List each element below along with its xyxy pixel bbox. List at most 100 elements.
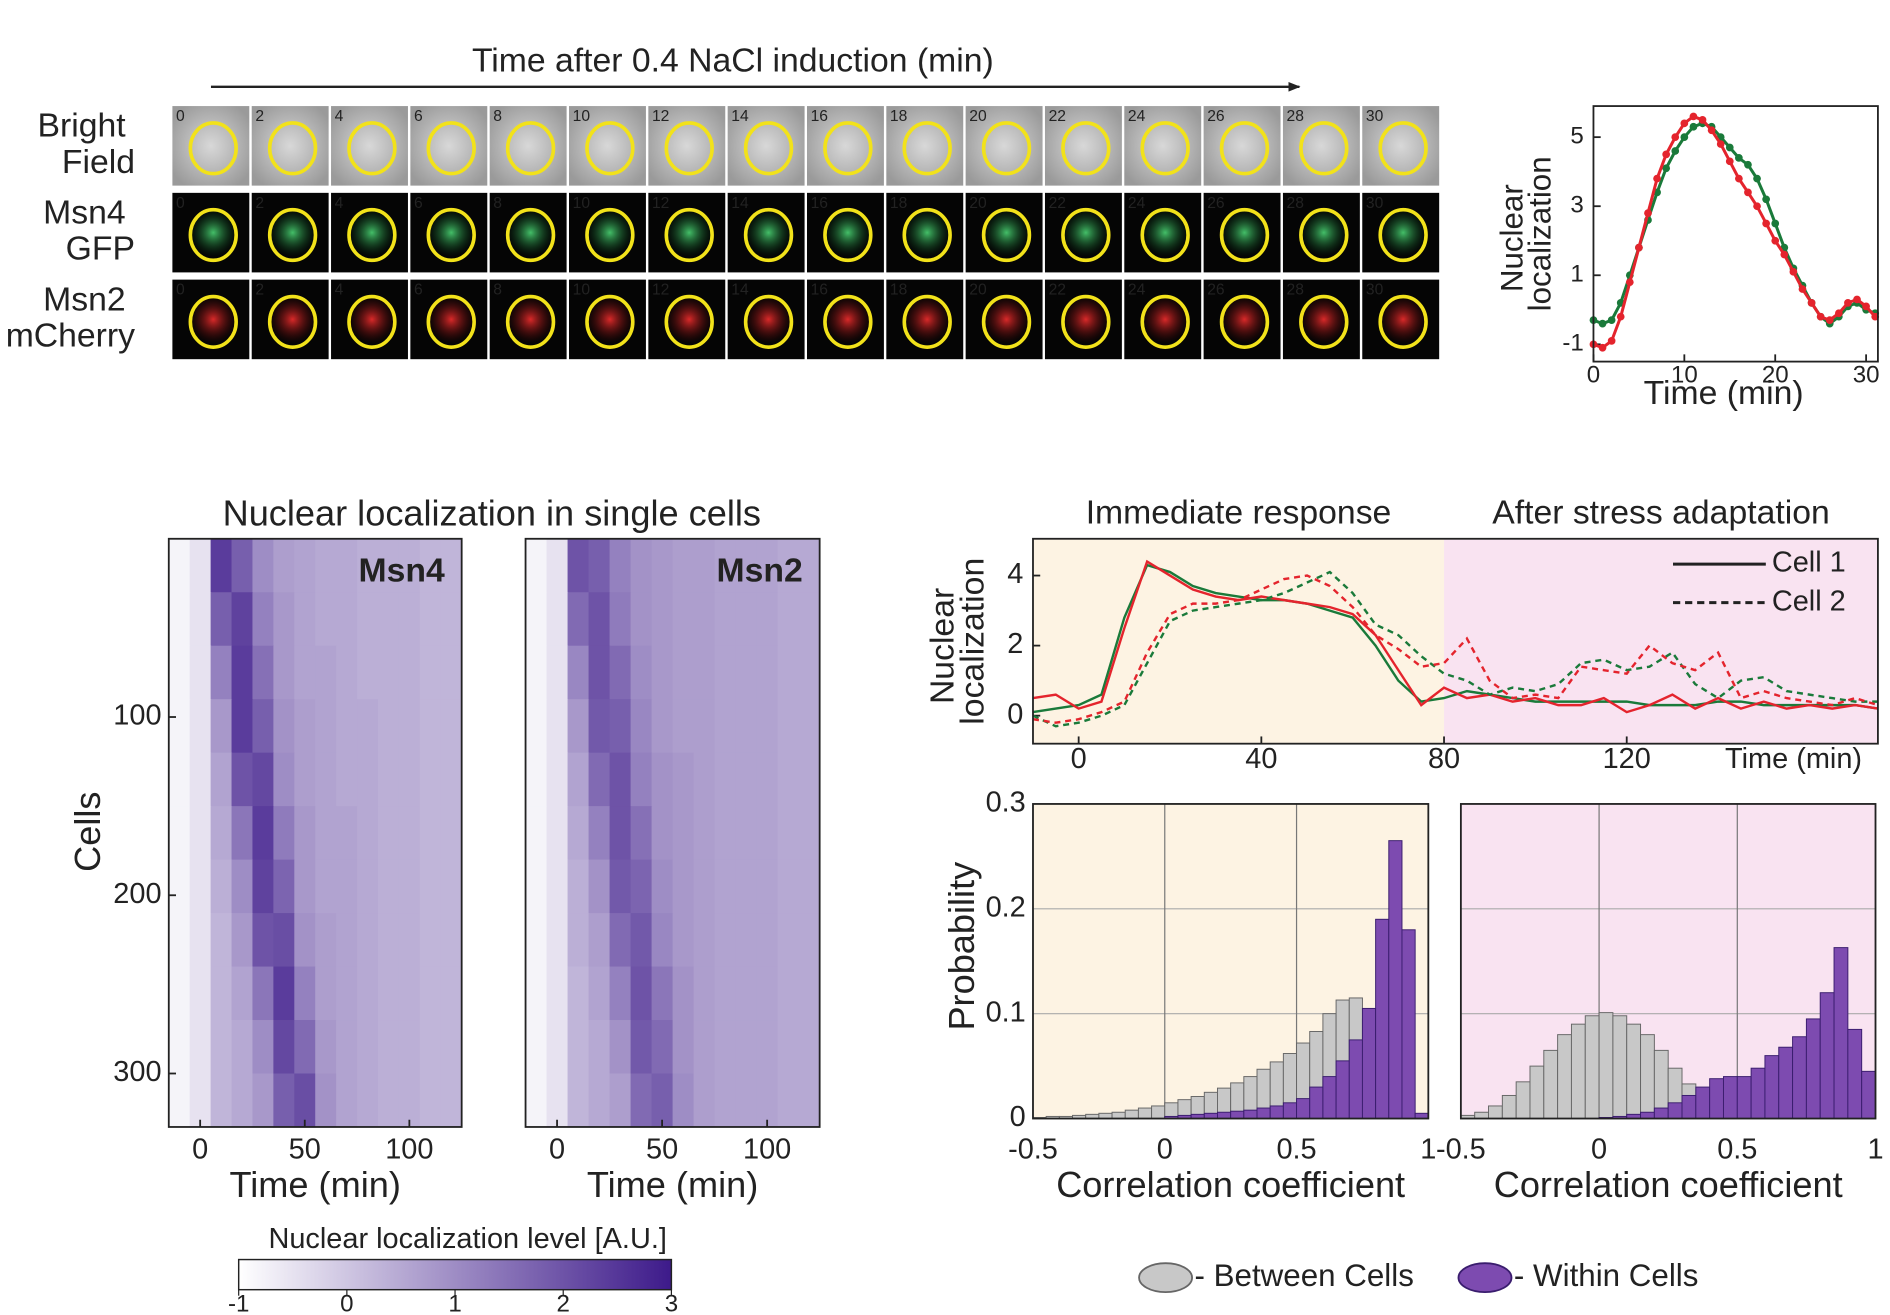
frame-time: 8 — [493, 282, 502, 299]
heat-cell — [440, 966, 463, 1021]
bar — [1348, 1039, 1363, 1120]
heat-cell — [273, 1020, 295, 1075]
heat-cell — [693, 1020, 716, 1075]
bar — [1819, 992, 1835, 1120]
bar — [1681, 1094, 1697, 1120]
heat-cell — [357, 699, 379, 754]
heat-cell — [735, 592, 758, 647]
cell-outline — [505, 121, 556, 176]
heat-cell — [210, 592, 233, 647]
legend-swatch — [1138, 1262, 1193, 1294]
heat-cell — [315, 699, 337, 754]
heat-cell — [693, 592, 716, 647]
heat-cell — [210, 699, 233, 754]
heat-cell — [567, 645, 590, 700]
bar — [1282, 1102, 1298, 1120]
cell-outline — [585, 294, 635, 349]
frame-time: 14 — [731, 282, 749, 299]
point — [1671, 147, 1680, 155]
bar — [1805, 1018, 1821, 1120]
heat-cell — [168, 1073, 191, 1128]
panel-label: Msn2 — [717, 551, 803, 589]
heat-cell — [419, 645, 442, 700]
series-line — [1032, 570, 1878, 728]
heat-cell — [336, 592, 358, 647]
heat-cell — [756, 806, 779, 861]
cell-outline — [1061, 121, 1111, 176]
colorbar-tick-label: -1 — [228, 1291, 249, 1315]
heat-cell — [231, 1020, 254, 1075]
x-tick-label: 0 — [192, 1134, 208, 1166]
heat-cell — [336, 1020, 358, 1075]
heat-cell — [735, 538, 758, 593]
frame-time: 2 — [255, 108, 264, 125]
fluorescence — [1141, 295, 1190, 344]
point — [1725, 143, 1734, 152]
bar — [1216, 1111, 1232, 1120]
heat-cell — [588, 752, 611, 807]
x-tick-label: 10 — [1671, 361, 1698, 388]
heat-cell — [777, 859, 800, 914]
heat-cell — [777, 645, 800, 700]
x-tick-label: -0.5 — [1008, 1134, 1058, 1166]
heat-cell — [672, 645, 695, 700]
heat-cell — [252, 752, 274, 807]
cell-outline — [1140, 207, 1190, 263]
heat-cell — [189, 752, 212, 807]
heat-cell — [567, 859, 590, 914]
heat-cell — [588, 1073, 611, 1128]
heat-cell — [525, 966, 548, 1021]
heat-cell — [630, 645, 653, 700]
x-axis-label: Time (min) — [1725, 743, 1862, 775]
cell-outline — [1299, 121, 1349, 176]
heat-cell — [168, 913, 191, 968]
heat-cell — [672, 913, 695, 968]
frame-time: 18 — [890, 108, 908, 125]
cell-outline — [1378, 121, 1428, 176]
plot-frame — [1459, 803, 1877, 1120]
heat-cell — [588, 699, 611, 754]
point — [1771, 236, 1780, 245]
heat-cell — [231, 752, 254, 807]
series-line — [1032, 563, 1879, 714]
point — [1762, 219, 1770, 228]
heat-cell — [567, 752, 590, 807]
heat-cell — [189, 592, 212, 647]
fluorescence — [982, 295, 1031, 344]
legend-swatch — [1457, 1262, 1513, 1294]
heat-cell — [714, 592, 737, 647]
bar — [1612, 1015, 1628, 1120]
heat-cell — [525, 645, 548, 700]
cell-outline — [1061, 294, 1111, 349]
heat-cell — [315, 752, 337, 807]
heat-cell — [525, 538, 548, 593]
heat-cell — [651, 645, 674, 700]
heat-cell — [546, 1073, 569, 1128]
heat-cell — [377, 752, 400, 807]
cell-outline — [823, 121, 873, 176]
y-tick-label: 4 — [1007, 558, 1023, 590]
heat-cell — [315, 913, 337, 968]
cell-outline — [743, 294, 794, 349]
heat-cell — [756, 1020, 779, 1075]
series-line — [1592, 121, 1876, 326]
heat-cell — [672, 806, 695, 861]
heat-cell — [398, 1020, 421, 1075]
bar — [1626, 1023, 1642, 1120]
frame-time: 16 — [811, 282, 829, 299]
bar — [1640, 1111, 1655, 1120]
heat-cell — [798, 806, 821, 861]
plot-frame — [1592, 105, 1879, 363]
heat-cell — [609, 1020, 632, 1075]
heat-cell — [756, 699, 779, 754]
x-tick-label: 50 — [646, 1134, 678, 1166]
heat-cell — [336, 752, 358, 807]
bar — [1778, 1046, 1794, 1120]
heat-cell — [336, 806, 358, 861]
legend-label: Cell 1 — [1772, 547, 1846, 579]
heat-cell — [546, 913, 569, 968]
fluorescence — [744, 295, 793, 344]
heat-cell — [693, 966, 716, 1021]
heat-cell — [588, 806, 611, 861]
heat-cell — [525, 752, 548, 807]
